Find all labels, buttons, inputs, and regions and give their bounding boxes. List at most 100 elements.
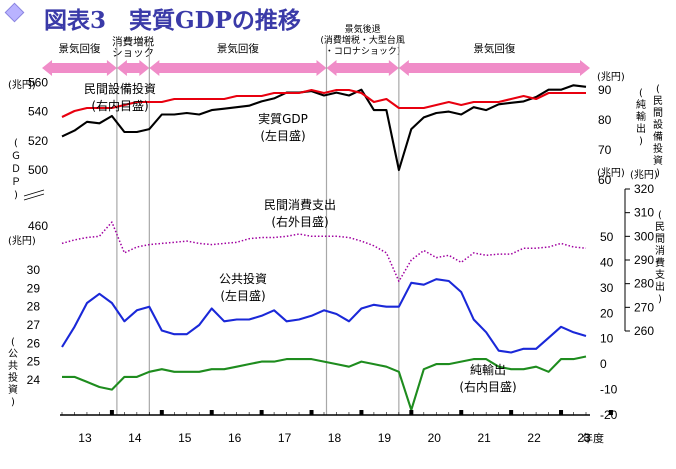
private-investment-axis-title: 投 (653, 142, 663, 155)
series-label-axis: (左目盛) (260, 128, 305, 143)
phase-label: ショック (112, 47, 154, 59)
series-label-name: 純輸出 (470, 362, 506, 377)
public-investment-axis-title: 公 (8, 349, 18, 360)
phase-arrow-left (398, 60, 409, 76)
y-tick-label: 460 (28, 219, 48, 233)
gdp-axis-title: ( (14, 138, 18, 149)
unit-label: (兆円) (8, 235, 36, 247)
series-line-0 (61, 84, 587, 172)
y-tick-label: 280 (634, 277, 654, 291)
y-tick-label: 50 (600, 230, 614, 244)
chart-title: 図表3 実質GDPの推移 (44, 7, 301, 34)
phase-label: 景気回復 (217, 42, 259, 55)
series-label-axis: (右内目盛) (91, 98, 148, 113)
y-tick-label: 40 (600, 255, 614, 269)
y-tick-label: -20 (600, 408, 618, 422)
phase-arrow-left (326, 60, 337, 76)
axes: 4605005205405602425262728293060708090-20… (8, 71, 665, 422)
y-tick-label: 30 (600, 281, 614, 295)
phase-label: 景気回復 (473, 42, 515, 55)
phase-arrow-left (42, 60, 53, 76)
y-tick-label: 270 (634, 300, 654, 314)
phase-arrow-bar (124, 63, 142, 73)
y-tick-label: 290 (634, 253, 654, 267)
gdp-axis-title: ) (14, 190, 18, 201)
y-tick-label: 29 (27, 281, 41, 295)
consumption-axis-title: ) (658, 294, 662, 305)
private-investment-axis-title: ( (656, 84, 660, 95)
private-investment-axis-title: 備 (653, 130, 663, 143)
public-investment-axis-title: ) (11, 397, 15, 408)
y-tick-label: 24 (27, 373, 41, 387)
gdp-axis-title: Ｄ (11, 164, 21, 175)
unit-label: (兆円) (597, 71, 625, 83)
unit-label: (兆円) (8, 79, 36, 91)
public-investment-axis-title: 資 (8, 384, 18, 396)
y-tick-label: 540 (28, 105, 48, 119)
series-labels: 民間設備投資 (右内目盛) 実質GDP (左目盛) 民間消費支出 (右外目盛) 公共投資 (左… (84, 81, 517, 394)
net-export-axis-title: 純 (636, 98, 646, 111)
y-tick-label: -10 (600, 383, 618, 397)
unit-label: (兆円) (630, 169, 658, 181)
private-investment-axis-title: ) (656, 168, 660, 179)
y-tick-label: 27 (27, 318, 41, 332)
x-tick-label: 20 (428, 431, 442, 445)
phase-arrow-bar (406, 63, 582, 73)
x-tick-label: 23 (577, 431, 591, 445)
consumption-axis-title: 支 (655, 269, 665, 281)
phase-arrow-right (139, 60, 150, 76)
series-line-4 (62, 355, 587, 411)
y-tick-label: 260 (634, 324, 654, 338)
phase-arrow-right (388, 60, 399, 76)
series-label-name: 公共投資 (219, 271, 267, 286)
x-tick-label: 14 (128, 431, 142, 445)
y-tick-label: 0 (600, 357, 607, 371)
y-tick-label: 500 (28, 163, 48, 177)
x-tick-label: 18 (328, 431, 342, 445)
phase-label: 景気回復 (58, 42, 100, 55)
x-tick-label: 21 (478, 431, 492, 445)
series-label-name: 民間設備投資 (84, 81, 156, 96)
y-tick-label: 26 (27, 336, 41, 350)
private-investment-axis-title: 設 (653, 118, 663, 131)
series-line-3 (61, 278, 587, 354)
series-line-1 (61, 88, 586, 118)
net-export-axis-title: ( (639, 88, 643, 99)
consumption-axis-title: 民 (655, 221, 665, 233)
consumption-axis-title: ( (658, 210, 662, 221)
x-axis-label: 年度 (582, 431, 604, 445)
public-investment-axis-title: 共 (8, 360, 18, 372)
axis-break-mark (23, 189, 45, 201)
net-export-axis-title: 輸 (636, 110, 646, 123)
consumption-axis-title: 間 (655, 233, 665, 245)
series-label-name: 民間消費支出 (264, 197, 336, 212)
y-tick-label: 30 (27, 263, 41, 277)
series-label-axis: (左目盛) (220, 288, 265, 303)
unit-label: (兆円) (597, 167, 625, 179)
phase-label: (消費増税・大型台風 (320, 34, 405, 46)
phase-label: ・コロナショック) (325, 46, 401, 57)
gdp-axis-title: Ｇ (11, 151, 21, 162)
net-export-axis-title: 出 (636, 122, 646, 135)
phase-arrow-left (116, 60, 127, 76)
gdp-axis-title: Ｐ (11, 177, 21, 188)
phase-label: 景気後退 (345, 23, 381, 35)
y-tick-label: 70 (598, 143, 612, 157)
y-tick-label: 60 (598, 173, 612, 187)
phase-arrow-right (580, 60, 590, 76)
x-tick-label: 19 (378, 431, 392, 445)
y-tick-label: 560 (28, 75, 48, 89)
x-tick-label: 17 (278, 431, 292, 445)
x-tick-label: 16 (228, 431, 242, 445)
x-year-tick (608, 410, 613, 415)
net-export-axis-title: ) (639, 136, 643, 147)
series-label-name: 実質GDP (258, 111, 308, 126)
series-group (61, 84, 587, 411)
y-tick-label: 90 (598, 83, 612, 97)
consumption-axis-title: 費 (655, 256, 665, 269)
y-tick-label: 80 (598, 113, 612, 127)
phase-arrow-left (149, 60, 160, 76)
